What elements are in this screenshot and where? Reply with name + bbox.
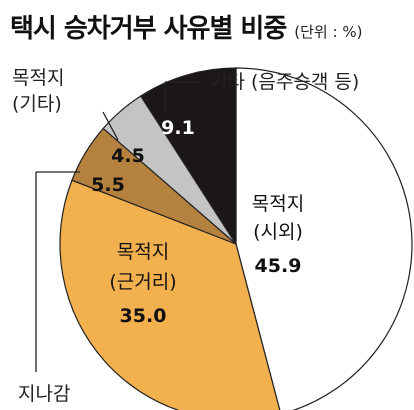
value-passing: 5.5 [91, 174, 125, 196]
label-destination-intercity-line2: (시외) [253, 221, 303, 243]
value-destination-intercity: 45.9 [255, 255, 302, 277]
label-destination-short-line1: 목적지 [117, 241, 169, 263]
value-destination-short: 35.0 [120, 305, 167, 327]
label-passing: 지나감 [18, 383, 70, 405]
pie-slice-destination-intercity [235, 67, 413, 410]
value-destination-other: 4.5 [111, 145, 145, 167]
pie-slices [59, 67, 413, 410]
chart-title: 택시 승차거부 사유별 비중 [10, 14, 287, 44]
label-other: 기타 (음주승객 등) [210, 71, 359, 93]
title-row: 택시 승차거부 사유별 비중 (단위 : %) [10, 8, 362, 44]
label-destination-other-line1: 목적지 [12, 67, 64, 89]
label-destination-short-line2: (근거리) [109, 271, 176, 293]
label-destination-intercity-line1: 목적지 [252, 193, 304, 215]
label-destination-other-line2: (기타) [12, 93, 62, 115]
pie-slice-destination-short [59, 179, 281, 410]
unit-label: (단위 : %) [294, 23, 363, 41]
value-other: 9.1 [161, 117, 195, 139]
leader-line-destination-other [102, 111, 119, 141]
